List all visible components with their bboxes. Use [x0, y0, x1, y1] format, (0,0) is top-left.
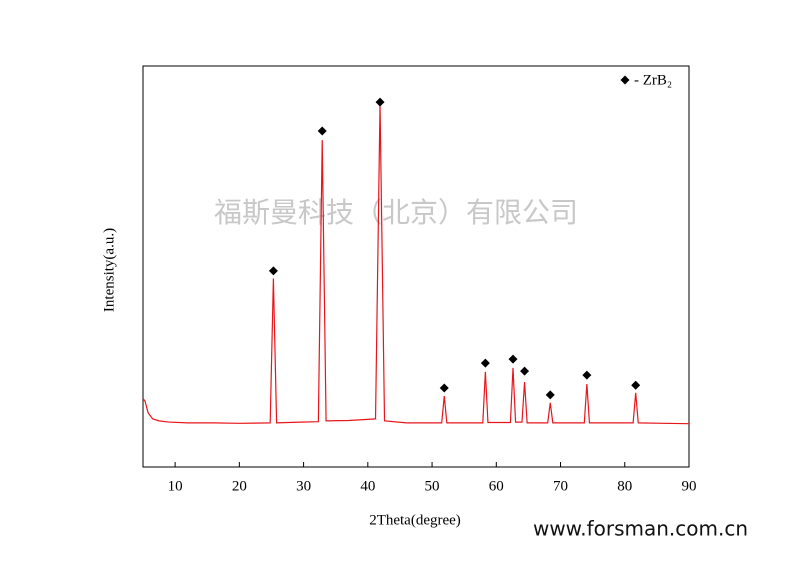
peak-marker	[545, 390, 555, 400]
peak-marker	[508, 354, 518, 364]
xrd-line	[142, 104, 690, 425]
x-tick-label: 50	[425, 478, 440, 494]
website: www.forsman.com.cn	[533, 517, 748, 541]
peak-marker	[480, 358, 490, 368]
peak-marker	[631, 380, 641, 390]
x-tick-label: 60	[489, 478, 504, 494]
legend-marker	[620, 75, 630, 85]
x-tick-label: 40	[360, 478, 375, 494]
peak-marker	[317, 126, 327, 136]
peak-marker	[375, 97, 385, 107]
x-tick-label: 90	[682, 478, 697, 494]
watermark: 福斯曼科技（北京）有限公司	[214, 196, 578, 229]
x-tick-label: 30	[296, 478, 311, 494]
x-tick-label: 80	[617, 478, 632, 494]
legend-label: - ZrB₂	[634, 72, 672, 88]
x-tick-label: 10	[168, 478, 183, 494]
x-tick-label: 70	[553, 478, 568, 494]
peak-marker	[268, 266, 278, 276]
x-tick-label: 20	[232, 478, 247, 494]
y-axis-label: Intensity(a.u.)	[101, 228, 117, 312]
peak-marker	[520, 366, 530, 376]
plot-frame	[142, 65, 690, 468]
peak-marker	[582, 370, 592, 380]
x-axis-label: 2Theta(degree)	[369, 512, 461, 528]
peak-marker	[439, 383, 449, 393]
